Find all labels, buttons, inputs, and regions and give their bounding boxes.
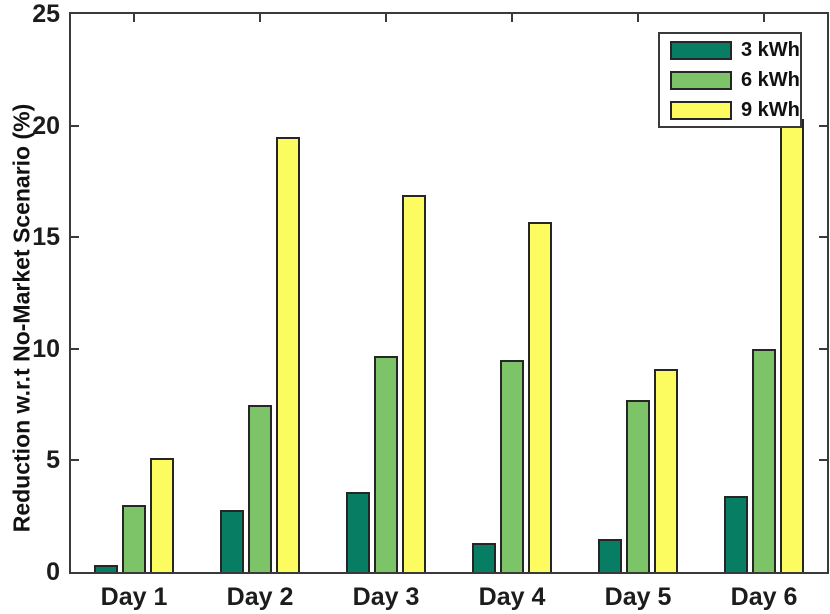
y-tick-label: 10 [32,334,60,363]
legend-label: 3 kWh [741,38,800,61]
y-tick-mark-right [819,236,827,239]
bar-6kwh-day-1 [122,505,146,572]
y-tick-mark-left [71,124,79,127]
x-tick-label: Day 1 [100,583,168,611]
bar-9kwh-day-5 [654,368,678,572]
x-tick-mark-top [763,14,765,22]
legend-swatch-icon [670,100,732,120]
bar-6kwh-day-2 [248,404,272,572]
bar-3kwh-day-4 [472,542,496,572]
y-tick-label: 25 [32,0,60,28]
bar-3kwh-day-2 [220,509,244,572]
legend-item: 9 kWh [660,95,800,125]
bar-6kwh-day-3 [374,355,398,572]
legend-swatch-icon [670,70,732,90]
legend-item: 6 kWh [660,65,800,95]
y-tick-label: 5 [46,446,60,475]
legend-label: 9 kWh [741,98,800,121]
x-tick-mark-top [385,14,387,22]
bar-9kwh-day-6 [780,118,804,572]
x-tick-mark-top [133,14,135,22]
y-tick-label: 15 [32,223,60,252]
x-tick-label: Day 2 [226,583,294,611]
bar-6kwh-day-6 [752,348,776,572]
bar-9kwh-day-1 [150,458,174,572]
x-tick-mark-top [511,14,513,22]
x-tick-mark-top [259,14,261,22]
y-tick-label: 20 [32,111,60,140]
y-tick-mark-left [71,459,79,462]
bar-3kwh-day-6 [724,496,748,572]
legend-label: 6 kWh [741,68,800,91]
y-tick-mark-left [71,347,79,350]
legend-swatch-icon [670,40,732,60]
legend-item: 3 kWh [660,35,800,65]
bar-9kwh-day-2 [276,136,300,572]
bar-9kwh-day-3 [402,194,426,572]
legend: 3 kWh 6 kWh 9 kWh [658,32,802,128]
x-tick-mark-top [637,14,639,22]
bar-3kwh-day-5 [598,538,622,572]
bar-9kwh-day-4 [528,221,552,572]
x-tick-label: Day 5 [604,583,672,611]
bar-6kwh-day-4 [500,359,524,572]
x-tick-label: Day 3 [352,583,420,611]
y-tick-label: 0 [46,558,60,586]
y-tick-mark-left [71,236,79,239]
bar-6kwh-day-5 [626,400,650,572]
bar-3kwh-day-3 [346,491,370,572]
x-tick-label: Day 6 [730,583,798,611]
bar-3kwh-day-1 [94,565,118,572]
y-tick-mark-right [819,347,827,350]
y-tick-mark-right [819,459,827,462]
y-tick-mark-right [819,124,827,127]
x-tick-label: Day 4 [478,583,546,611]
